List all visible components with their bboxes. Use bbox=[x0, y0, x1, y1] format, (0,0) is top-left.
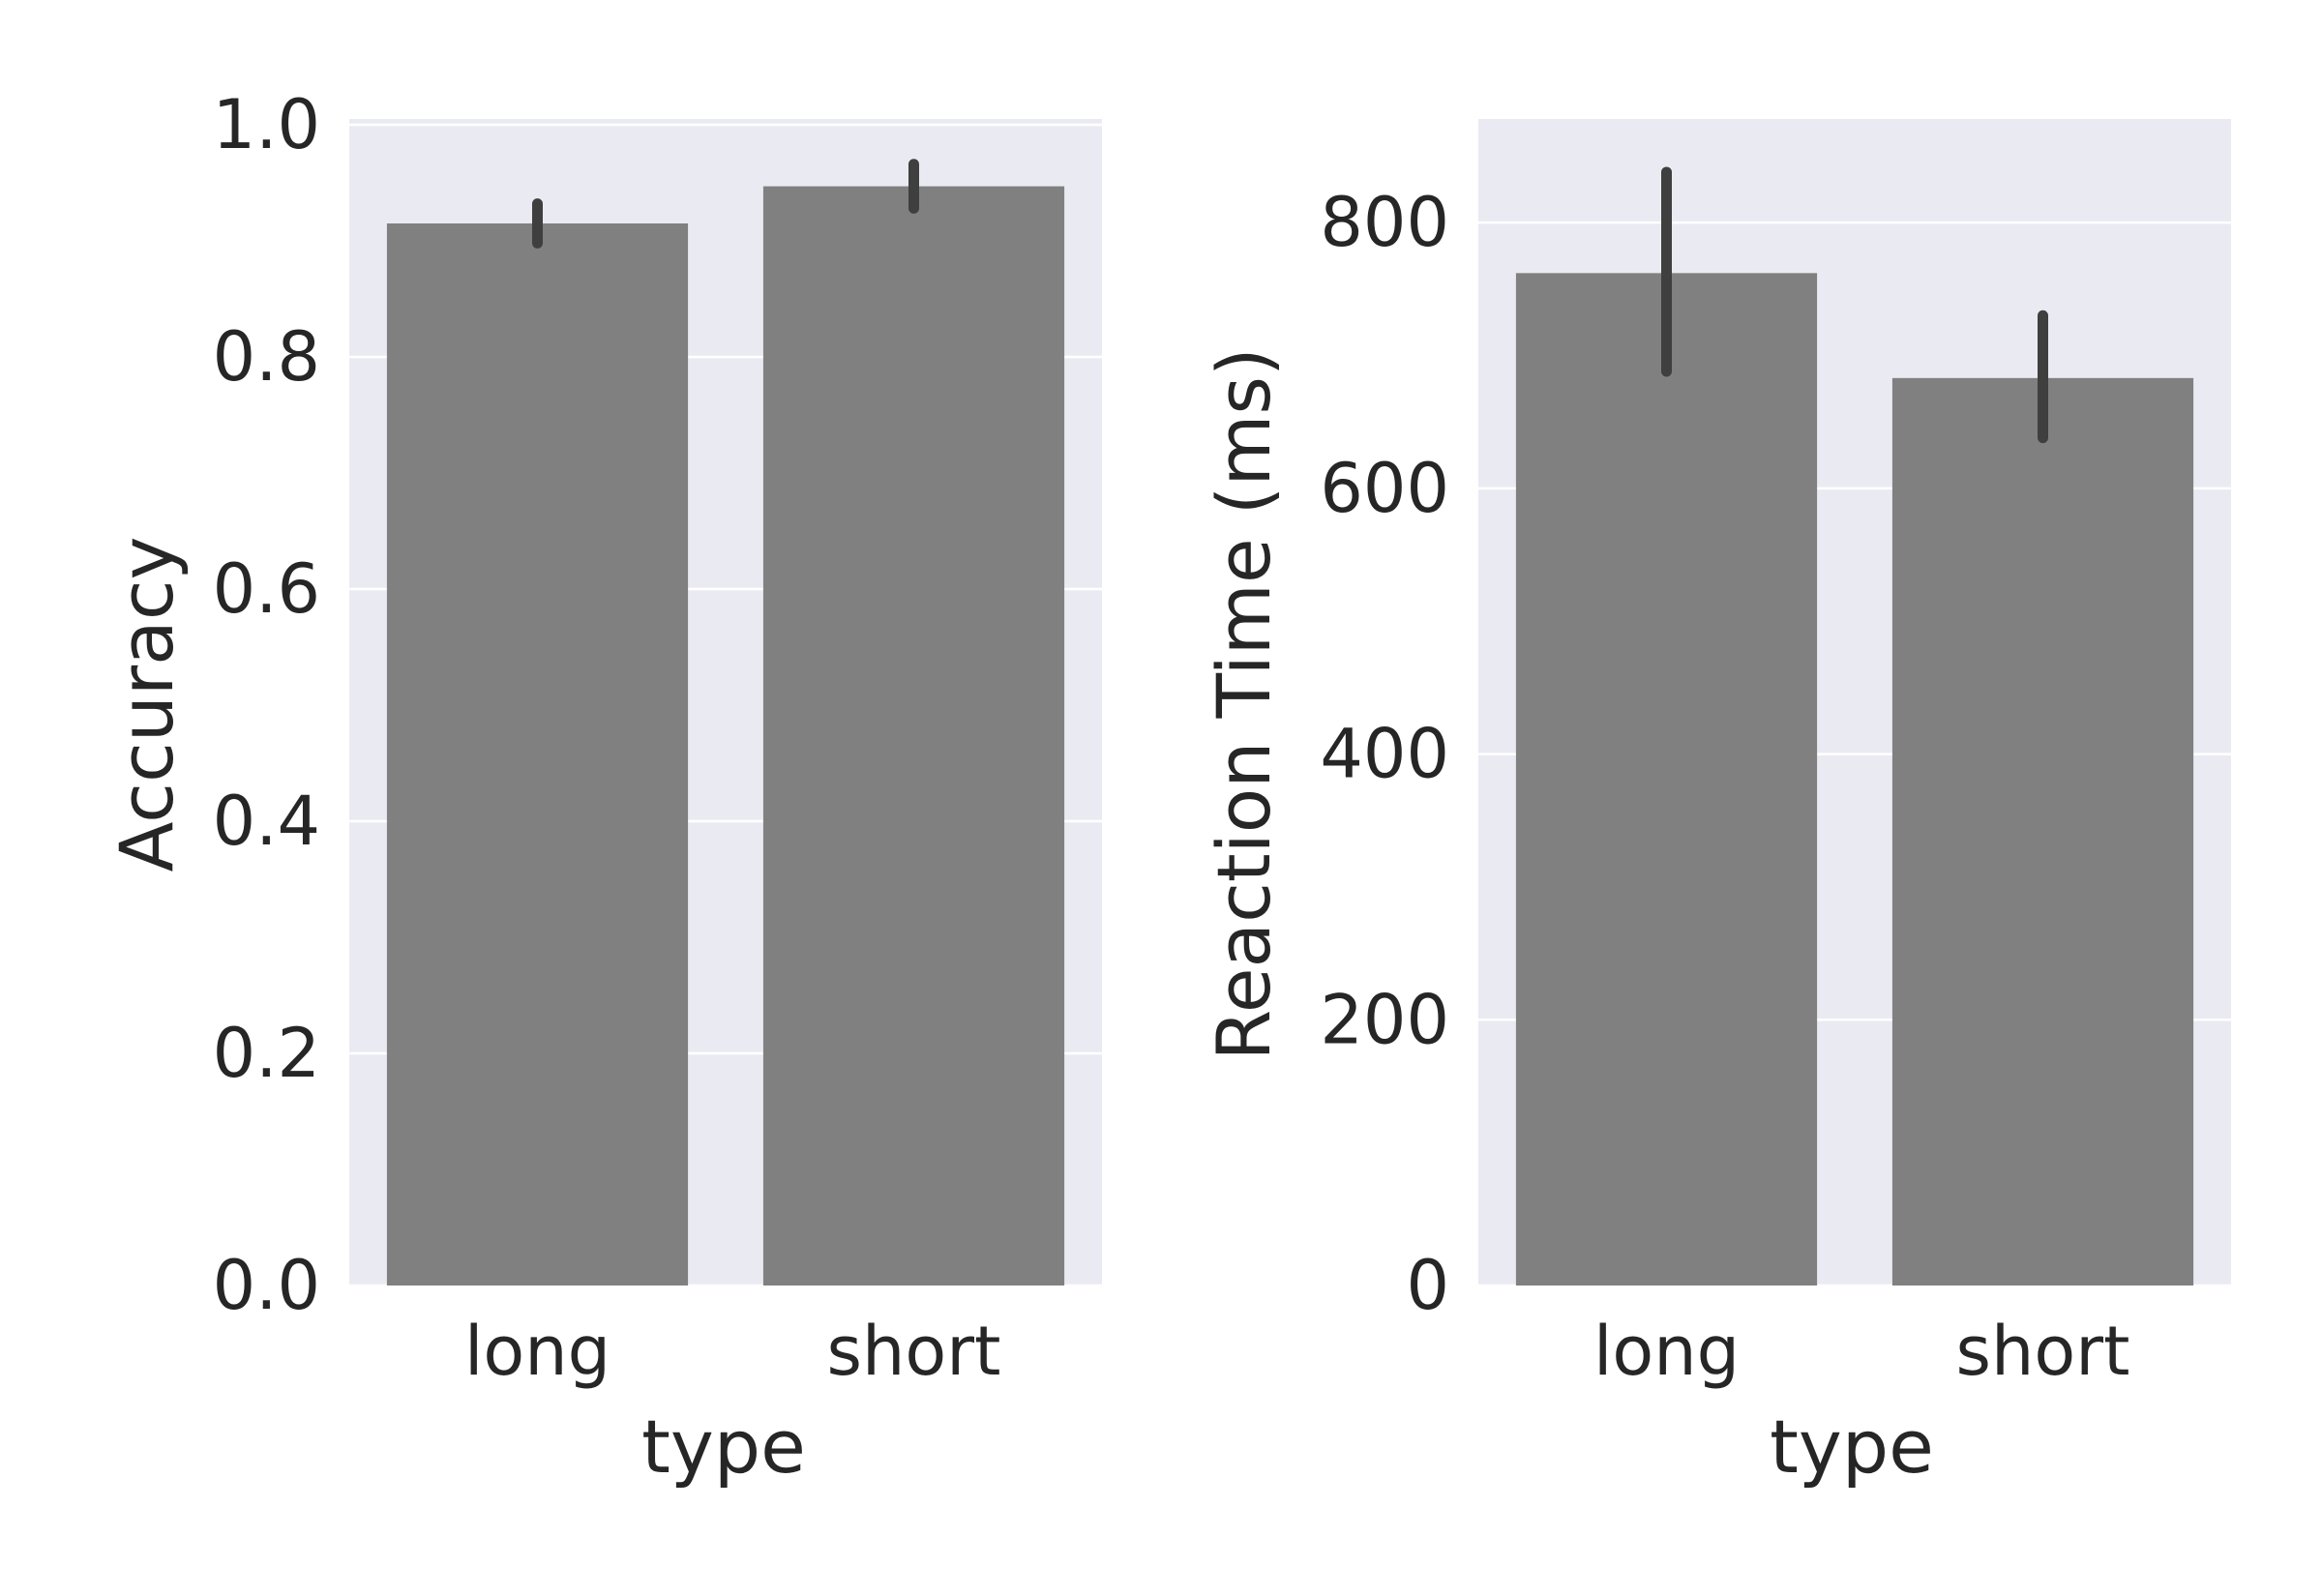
accuracy-bar-short bbox=[762, 186, 1065, 1286]
accuracy-y-tick-label: 0.0 bbox=[213, 1246, 320, 1325]
accuracy-y-tick-label: 1.0 bbox=[213, 85, 320, 164]
reaction-time-y-tick-label: 0 bbox=[1406, 1246, 1449, 1325]
reaction-time-y-tick-label: 400 bbox=[1320, 715, 1449, 794]
reaction-time-bar-long bbox=[1515, 273, 1818, 1286]
accuracy-y-tick-label: 0.2 bbox=[213, 1014, 320, 1093]
accuracy-panel: Accuracy type 0.0 0.2 0.4 0.6 0.8 1.0 long shor… bbox=[104, 85, 1102, 1490]
reaction-time-bar-short bbox=[1891, 377, 2194, 1286]
reaction-time-y-tick-label: 800 bbox=[1320, 183, 1449, 262]
accuracy-y-axis-label: Accuracy bbox=[104, 537, 190, 872]
reaction-time-x-tick-label: short bbox=[1956, 1312, 2130, 1391]
reaction-time-x-axis-label: type bbox=[1770, 1404, 1934, 1490]
accuracy-y-tick-label: 0.6 bbox=[213, 549, 320, 629]
accuracy-x-axis-label: type bbox=[641, 1404, 806, 1490]
reaction-time-panel: Reaction Time (ms) type 0 200 400 600 800 lon… bbox=[1201, 119, 2231, 1490]
reaction-time-x-tick-label: long bbox=[1593, 1312, 1740, 1391]
accuracy-x-tick-label: short bbox=[827, 1312, 1001, 1391]
reaction-time-y-axis-label: Reaction Time (ms) bbox=[1201, 347, 1287, 1060]
accuracy-y-tick-label: 0.8 bbox=[213, 317, 320, 397]
accuracy-bar-long bbox=[386, 223, 689, 1286]
reaction-time-y-tick-label: 200 bbox=[1320, 980, 1449, 1059]
accuracy-y-tick-label: 0.4 bbox=[213, 782, 320, 861]
accuracy-x-tick-label: long bbox=[464, 1312, 610, 1391]
reaction-time-y-tick-label: 600 bbox=[1320, 449, 1449, 528]
